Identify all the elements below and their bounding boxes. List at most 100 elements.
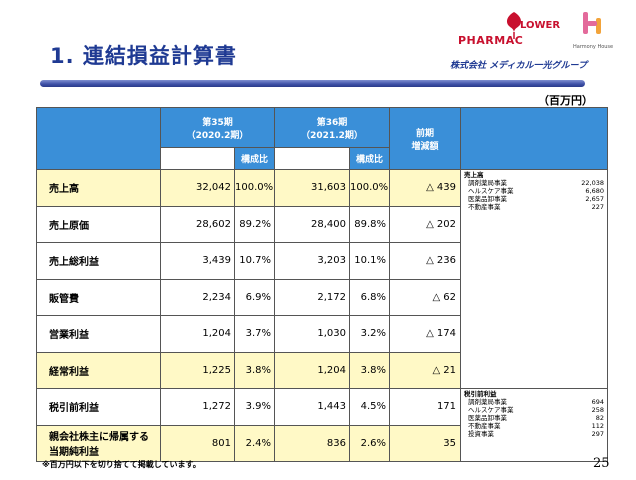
row-label: 売上高 bbox=[36, 169, 161, 207]
header-fy36-value-blank bbox=[274, 147, 351, 170]
fy35-composition: 89.2% bbox=[233, 205, 276, 243]
breakdown-item: ヘルスケア事業 6,680 bbox=[464, 187, 604, 195]
breakdown-item-value: 297 bbox=[591, 430, 605, 438]
yoy-change: △ 202 bbox=[389, 205, 462, 243]
medical-group-logo-text: 株式会社 メディカル一光グループ bbox=[450, 61, 587, 71]
fy35-value: 28,602 bbox=[160, 205, 235, 243]
fy36-value: 1,443 bbox=[274, 388, 351, 426]
yoy-change: △ 21 bbox=[389, 351, 462, 389]
fy35-composition: 3.7% bbox=[233, 315, 276, 353]
breakdown-item-value: 2,657 bbox=[585, 195, 605, 203]
breakdown-item-name: ヘルスケア事業 bbox=[468, 406, 514, 414]
header-fy36: 第36期 （2021.2期） bbox=[274, 107, 391, 148]
table-row: 経常利益 1,225 3.8% 1,204 3.8% △ 21 bbox=[36, 351, 608, 389]
breakdown-item-name: 調剤薬局事業 bbox=[468, 179, 508, 187]
fy36-composition: 3.8% bbox=[349, 351, 391, 389]
row-label: 税引前利益 bbox=[36, 388, 161, 426]
fy36-composition: 10.1% bbox=[349, 242, 391, 280]
fy36-composition: 4.5% bbox=[349, 388, 391, 426]
breakdown-heading: 売上高 bbox=[464, 171, 484, 179]
row-label: 親会社株主に帰属する 当期純利益 bbox=[36, 424, 161, 462]
header-note-blank bbox=[460, 107, 609, 170]
unit-label: （百万円） bbox=[538, 94, 593, 107]
yoy-change: △ 174 bbox=[389, 315, 462, 353]
breakdown-item-value: 227 bbox=[591, 203, 605, 211]
fy36-value: 1,204 bbox=[274, 351, 351, 389]
breakdown-item-name: 医薬品卸事業 bbox=[468, 195, 508, 203]
fy36-composition: 6.8% bbox=[349, 278, 391, 316]
table-row: 税引前利益 1,272 3.9% 1,443 4.5% 171 税引前利益 調剤薬局事業 694… bbox=[36, 388, 609, 462]
breakdown-item: 不動産事業 227 bbox=[464, 203, 604, 211]
fy36-composition: 2.6% bbox=[349, 424, 391, 462]
fy35-value: 2,234 bbox=[160, 278, 235, 316]
fy35-composition: 3.9% bbox=[233, 388, 276, 426]
breakdown-heading: 税引前利益 bbox=[464, 390, 497, 398]
row-label: 販管費 bbox=[36, 278, 161, 316]
fy36-value: 2,172 bbox=[274, 278, 351, 316]
breakdown-item-value: 694 bbox=[591, 398, 605, 406]
fy36-value: 836 bbox=[274, 424, 351, 462]
breakdown-item: 調剤薬局事業 22,038 bbox=[464, 179, 604, 187]
fy35-value: 1,225 bbox=[160, 351, 235, 389]
table-row: 売上高 32,042 100.0% 31,603 100.0% △ 439 売上高 調剤薬局事… bbox=[36, 169, 609, 389]
breakdown-item-value: 6,680 bbox=[585, 187, 605, 195]
breakdown-item-value: 82 bbox=[595, 414, 605, 422]
fy36-value: 1,030 bbox=[274, 315, 351, 353]
fy36-value: 31,603 bbox=[274, 169, 351, 207]
lower-logo-text: LOWER bbox=[520, 20, 561, 31]
fy35-composition: 10.7% bbox=[233, 242, 276, 280]
fy35-value: 1,272 bbox=[160, 388, 235, 426]
breakdown-item: 不動産事業 112 bbox=[464, 422, 604, 430]
breakdown-item-name: 投資事業 bbox=[468, 430, 495, 438]
fy35-value: 32,042 bbox=[160, 169, 235, 207]
page-title: 1. 連結損益計算書 bbox=[50, 44, 237, 68]
breakdown-item-name: ヘルスケア事業 bbox=[468, 187, 514, 195]
fy36-composition: 100.0% bbox=[349, 169, 391, 207]
breakdown-item-value: 22,038 bbox=[581, 179, 605, 187]
table-row: 親会社株主に帰属する 当期純利益 801 2.4% 836 2.6% 35 bbox=[36, 424, 608, 462]
income-statement-table: 第35期 （2020.2期） 第36期 （2021.2期） 前期 増減額 構成比… bbox=[36, 107, 609, 462]
yoy-change: 171 bbox=[389, 388, 462, 426]
fy36-value: 3,203 bbox=[274, 242, 351, 280]
harmony-house-text: Harmony House bbox=[573, 44, 614, 50]
breakdown-item-name: 不動産事業 bbox=[468, 422, 501, 430]
breakdown-item-value: 112 bbox=[591, 422, 605, 430]
yoy-change: 35 bbox=[389, 424, 462, 462]
title-underline bbox=[40, 80, 585, 87]
breakdown-item: ヘルスケア事業 258 bbox=[464, 406, 604, 414]
fy35-value: 1,204 bbox=[160, 315, 235, 353]
yoy-change: △ 236 bbox=[389, 242, 462, 280]
breakdown-item-value: 258 bbox=[591, 406, 605, 414]
fy35-composition: 6.9% bbox=[233, 278, 276, 316]
header-fy35-value-blank bbox=[160, 147, 235, 170]
footnote: ※百万円以下を切り捨てて掲載しています。 bbox=[42, 460, 201, 469]
pharmac-logo-text: PHARMAC bbox=[458, 34, 524, 47]
fy35-composition: 3.8% bbox=[233, 351, 276, 389]
header-diff: 前期 増減額 bbox=[389, 107, 462, 170]
yoy-change: △ 439 bbox=[389, 169, 462, 207]
breakdown-item-name: 不動産事業 bbox=[468, 203, 501, 211]
row-label: 売上原価 bbox=[36, 205, 161, 243]
logo-area: PHARMAC LOWER Harmony House 株式会社 メディカル一光… bbox=[448, 6, 628, 76]
harmony-house-logo-icon bbox=[583, 12, 601, 34]
breakdown-item-name: 医薬品卸事業 bbox=[468, 414, 508, 422]
row-label: 売上総利益 bbox=[36, 242, 161, 280]
breakdown-item: 調剤薬局事業 694 bbox=[464, 398, 604, 406]
yoy-change: △ 62 bbox=[389, 278, 462, 316]
breakdown-item: 医薬品卸事業 2,657 bbox=[464, 195, 604, 203]
fy36-composition: 3.2% bbox=[349, 315, 391, 353]
header-fy35: 第35期 （2020.2期） bbox=[159, 107, 276, 148]
page-number: 25 bbox=[593, 456, 610, 471]
header-blank bbox=[36, 107, 161, 170]
table-row: 販管費 2,234 6.9% 2,172 6.8% △ 62 bbox=[36, 278, 608, 316]
fy35-value: 801 bbox=[160, 424, 235, 462]
header-fy35-composition: 構成比 bbox=[233, 147, 276, 170]
row-label: 経常利益 bbox=[36, 351, 161, 389]
breakdown-item: 医薬品卸事業 82 bbox=[464, 414, 604, 422]
pretax-breakdown-note: 税引前利益 調剤薬局事業 694 ヘルスケア事業 258 医薬品卸事業 82 不動産事業 112… bbox=[460, 388, 609, 462]
header-fy36-composition: 構成比 bbox=[349, 147, 391, 170]
fy35-composition: 2.4% bbox=[233, 424, 276, 462]
sales-breakdown-note: 売上高 調剤薬局事業 22,038 ヘルスケア事業 6,680 医薬品卸事業 2,657 不動… bbox=[460, 169, 609, 389]
row-label: 営業利益 bbox=[36, 315, 161, 353]
breakdown-item: 投資事業 297 bbox=[464, 430, 604, 438]
